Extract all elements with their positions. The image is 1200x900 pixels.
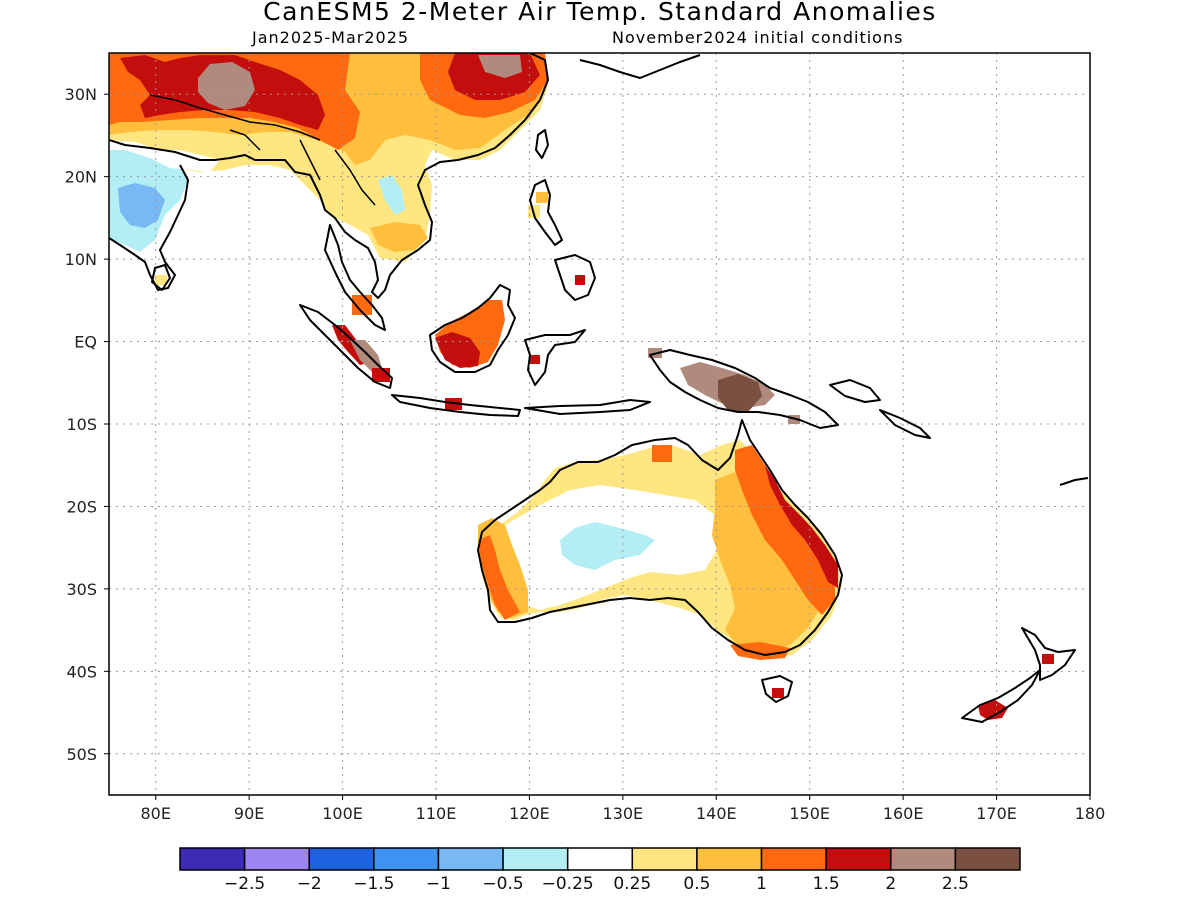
- anomaly-region-tasmania: [772, 688, 784, 698]
- lat-tick-label: 10N: [65, 250, 97, 269]
- coast-srilanka: [151, 264, 171, 291]
- anomaly-region-tibet-2: [198, 55, 522, 110]
- coast-lesser-sunda: [524, 399, 651, 415]
- lon-tick-label: 140E: [696, 804, 737, 823]
- lon-tick-label: 100E: [322, 804, 363, 823]
- colorbar-label: 0.25: [613, 874, 651, 894]
- coast-taiwan: [535, 129, 549, 159]
- anomaly-region-newguinea-25: [718, 374, 762, 412]
- colorbar-swatch: [696, 847, 763, 871]
- lat-tick-label: 10S: [66, 415, 97, 434]
- colorbar-label: −2: [297, 874, 322, 894]
- lon-tick-label: 120E: [509, 804, 550, 823]
- anomaly-region-nz-south: [978, 700, 1008, 720]
- colorbar-swatch: [373, 847, 440, 871]
- latitude-labels: 30N 20N 10N EQ 10S 20S 30S 40S 50S: [65, 85, 109, 764]
- anomaly-region-mindanao: [575, 275, 585, 285]
- colorbar-label: 2.5: [942, 874, 969, 894]
- lat-tick-label: 20S: [66, 497, 97, 516]
- lon-tick-label: 130E: [603, 804, 644, 823]
- anomaly-region-india-neutral: [109, 140, 220, 172]
- colorbar-label: −1.5: [353, 874, 394, 894]
- coast-new-guinea: [649, 349, 839, 429]
- colorbar-label: 2: [885, 874, 896, 894]
- colorbar-swatch: [825, 847, 892, 871]
- colorbar: −2.5 −2 −1.5 −1 −0.5 −0.25 0.25 0.5 1 1.5 2 2.5: [179, 847, 1021, 894]
- longitude-labels: 80E 90E 100E 110E 120E 130E 140E 150E 160E 170E 18…: [140, 795, 1105, 823]
- lat-tick-label: EQ: [74, 333, 97, 352]
- lat-tick-label: 40S: [66, 662, 97, 681]
- anomaly-region-sumatra-2: [350, 340, 382, 372]
- coast-java: [391, 394, 521, 417]
- anomaly-region-australia-cool: [560, 522, 655, 570]
- lon-tick-label: 80E: [140, 804, 170, 823]
- anomaly-region-borneo-15: [435, 332, 480, 368]
- anomaly-region-indochina-05: [370, 222, 428, 252]
- coast-pacific-islands: [1059, 477, 1089, 486]
- valid-period-subtitle: Jan2025-Mar2025: [252, 28, 410, 47]
- border-himalaya: [149, 94, 376, 206]
- colorbar-label: 0.5: [683, 874, 710, 894]
- coast-new-britain: [829, 379, 881, 403]
- colorbar-swatch: [308, 847, 375, 871]
- anomaly-region-sulawesi: [530, 355, 540, 364]
- anomaly-region-india-cool-1: [118, 183, 165, 228]
- coast-sumatra: [299, 304, 393, 389]
- lon-tick-label: 90E: [234, 804, 264, 823]
- coast-mindanao: [554, 254, 596, 301]
- lon-tick-label: 160E: [883, 804, 924, 823]
- anomaly-region-nz-north: [1042, 654, 1054, 664]
- anomaly-region-australia-top: [652, 445, 672, 462]
- colorbar-label: −0.5: [482, 874, 523, 894]
- colorbar-label: −2.5: [224, 874, 265, 894]
- coast-solomons: [879, 409, 931, 439]
- lon-tick-label: 110E: [416, 804, 457, 823]
- coast-tasmania: [761, 675, 793, 703]
- colorbar-swatch: [179, 847, 246, 871]
- colorbar-swatch: [954, 847, 1021, 871]
- lat-tick-label: 20N: [65, 168, 97, 187]
- anomaly-region-luzon: [536, 192, 548, 203]
- lon-tick-label: 150E: [789, 804, 830, 823]
- colorbar-label: 1: [756, 874, 767, 894]
- colorbar-swatch: [631, 847, 698, 871]
- colorbar-swatch: [566, 847, 634, 871]
- colorbar-swatch: [437, 847, 504, 871]
- anomaly-region-australia-sw-1: [478, 535, 520, 620]
- coast-sulawesi: [524, 329, 586, 386]
- coast-malay-peninsula: [324, 224, 386, 331]
- colorbar-label: −1: [426, 874, 451, 894]
- initial-conditions-subtitle: November2024 initial conditions: [612, 28, 904, 47]
- lon-tick-label: 180: [1075, 804, 1106, 823]
- lat-tick-label: 50S: [66, 745, 97, 764]
- map-title: CanESM5 2-Meter Air Temp. Standard Anoma…: [263, 0, 937, 26]
- colorbar-swatch: [243, 847, 310, 871]
- coast-nz-north-island: [1021, 627, 1076, 681]
- colorbar-label: 1.5: [813, 874, 840, 894]
- coast-borneo: [429, 284, 516, 373]
- lat-tick-label: 30S: [66, 580, 97, 599]
- anomaly-region-srilanka: [155, 275, 167, 285]
- colorbar-swatch: [760, 847, 827, 871]
- lon-tick-label: 170E: [976, 804, 1017, 823]
- colorbar-swatch: [890, 847, 957, 871]
- coast-japan-ryukyu: [579, 54, 701, 79]
- lat-tick-label: 30N: [65, 85, 97, 104]
- colorbar-swatch: [502, 847, 569, 871]
- coast-luzon: [529, 179, 563, 246]
- coast-india-west: [109, 164, 189, 291]
- coastlines: [109, 53, 1089, 723]
- anomaly-region-australia-east-05: [712, 470, 828, 652]
- anomaly-region-australia-e-15: [765, 465, 838, 588]
- anomaly-region-indochina-cool: [378, 175, 405, 215]
- colorbar-label: −0.25: [542, 874, 594, 894]
- anomaly-region-australia-se-1: [730, 642, 790, 660]
- coast-australia: [477, 419, 843, 656]
- coast-india: [109, 53, 549, 299]
